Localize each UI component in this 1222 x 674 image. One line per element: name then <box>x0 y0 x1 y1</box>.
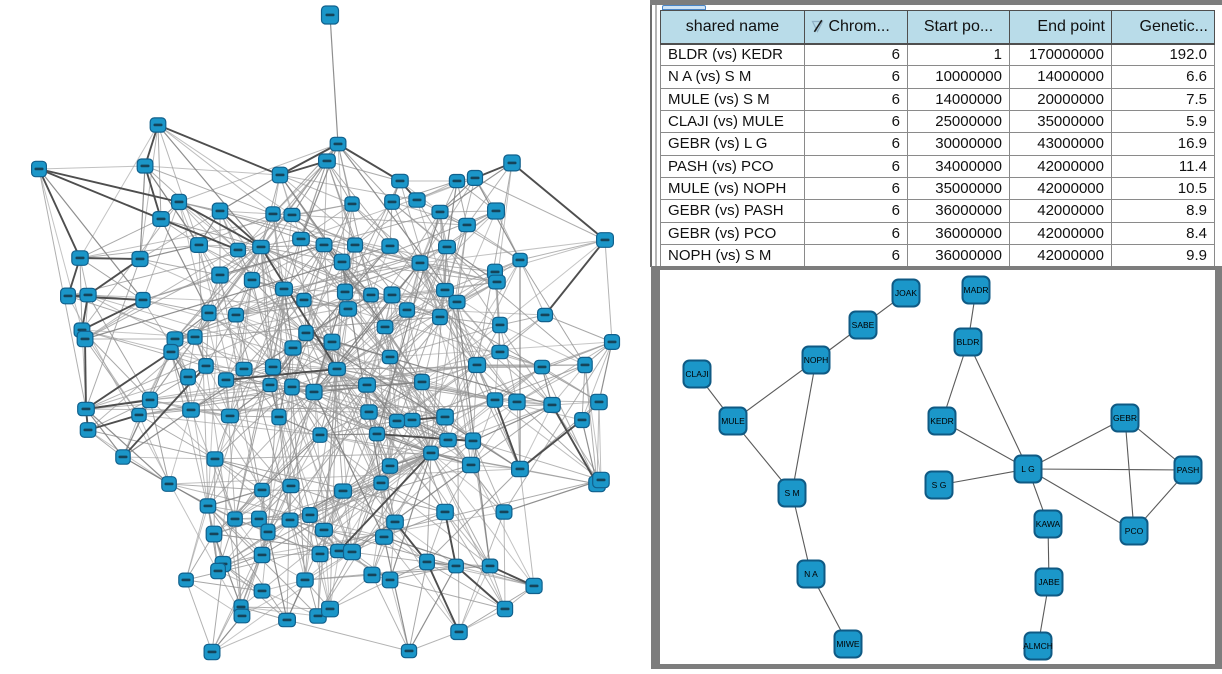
svg-text:MADR: MADR <box>963 285 988 295</box>
svg-text:KEDR: KEDR <box>930 416 954 426</box>
svg-text:MULE: MULE <box>721 416 745 426</box>
svg-text:L G: L G <box>1021 464 1034 474</box>
svg-text:ALMCH: ALMCH <box>1023 641 1053 651</box>
svg-text:N A: N A <box>804 569 818 579</box>
svg-text:KAWA: KAWA <box>1036 519 1061 529</box>
svg-text:NOPH: NOPH <box>804 355 829 365</box>
svg-text:JABE: JABE <box>1038 577 1060 587</box>
svg-text:JOAK: JOAK <box>895 288 918 298</box>
svg-text:SABE: SABE <box>852 320 875 330</box>
svg-text:GEBR: GEBR <box>1113 413 1137 423</box>
svg-text:S G: S G <box>932 480 947 490</box>
svg-text:BLDR: BLDR <box>957 337 980 347</box>
svg-text:MIWE: MIWE <box>836 639 859 649</box>
svg-text:CLAJI: CLAJI <box>685 369 708 379</box>
svg-text:PCO: PCO <box>1125 526 1144 536</box>
svg-text:PASH: PASH <box>1177 465 1200 475</box>
svg-text:S M: S M <box>784 488 799 498</box>
